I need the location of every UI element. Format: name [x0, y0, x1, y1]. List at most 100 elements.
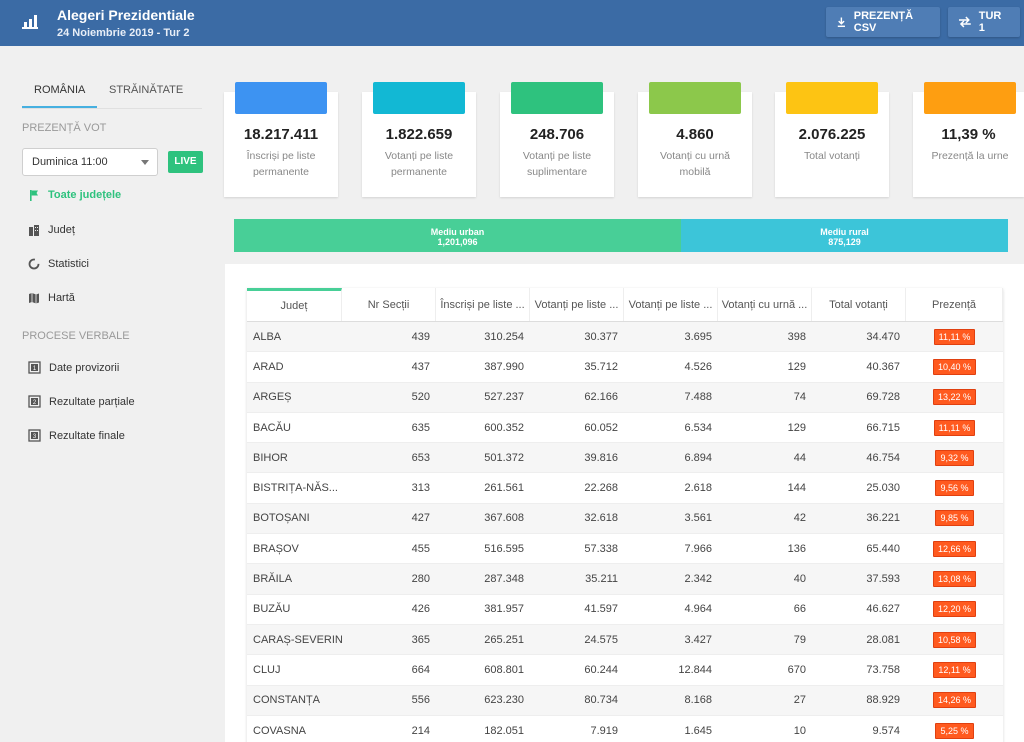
cell-total-voters: 46.754 [866, 451, 900, 464]
cell-county-name: BISTRIȚA-NĂS... [253, 482, 338, 495]
stat-value: 1.822.659 [385, 126, 453, 143]
turnout-badge: 13,22 % [932, 389, 977, 406]
cell-mobile-voters: 10 [793, 724, 806, 737]
column-header-prezenta[interactable]: Prezență [906, 288, 1003, 321]
stat-label: Total votanți [803, 150, 861, 162]
table-row[interactable]: BISTRIȚA-NĂS... 313 261.561 22.268 2.618 144 2… [247, 473, 1003, 504]
download-csv-label: PREZENȚĂ CSV [853, 10, 914, 34]
cell-sections-count: 653 [411, 451, 430, 464]
column-header-nr-sectii[interactable]: Nr Secții [342, 288, 436, 321]
urban-label: Mediu urban [430, 227, 485, 237]
table-row[interactable]: COVASNA 214 182.051 7.919 1.645 10 9.574 5,25 % [247, 716, 1003, 742]
cell-turnout: 13,08 % [906, 564, 1003, 593]
cell-sections-count: 556 [411, 694, 430, 707]
cell-county-name: BIHOR [253, 451, 288, 464]
sidebar-item-judet[interactable]: Județ [28, 224, 75, 236]
counties-table: Județ Nr Secții Înscriși pe liste ... Vo… [247, 288, 1003, 742]
cell-sections-count: 439 [411, 330, 430, 343]
table-row[interactable]: BRĂILA 280 287.348 35.211 2.342 40 37.593 13,08… [247, 564, 1003, 595]
cell-turnout: 10,40 % [906, 352, 1003, 381]
table-body: ALBA 439 310.254 30.377 3.695 398 34.470 11,11 … [247, 322, 1003, 742]
cell-total-voters: 66.715 [866, 421, 900, 434]
turnout-badge: 9,32 % [935, 449, 974, 466]
section-title-procese: PROCESE VERBALE [22, 330, 130, 342]
table-row[interactable]: BUZĂU 426 381.957 41.597 4.964 66 46.627 12,20 … [247, 595, 1003, 625]
cell-permanent-voters: 57.338 [584, 542, 618, 555]
cell-sections-count: 520 [411, 391, 430, 404]
table-row[interactable]: CONSTANȚA 556 623.230 80.734 8.168 27 88.929 14… [247, 685, 1003, 716]
stat-label: Votanți pe liste permanente [384, 150, 454, 178]
cell-permanent-voters: 41.597 [584, 603, 618, 616]
table-header: Județ Nr Secții Înscriși pe liste ... Vo… [247, 288, 1003, 322]
cell-sections-count: 437 [411, 360, 430, 373]
switch-round-label: TUR 1 [978, 10, 1002, 34]
turnout-badge: 12,20 % [932, 601, 977, 618]
cell-county-name: BACĂU [253, 421, 291, 434]
cell-county-name: ALBA [253, 330, 282, 343]
table-row[interactable]: BIHOR 653 501.372 39.816 6.894 44 46.754 9,32 % [247, 443, 1003, 474]
column-header-total-votanti[interactable]: Total votanți [812, 288, 906, 321]
cell-county-name: CARAȘ-SEVERIN [253, 633, 342, 646]
sidebar-item-harta[interactable]: Hartă [28, 292, 75, 304]
tab-romania[interactable]: ROMÂNIA [34, 84, 86, 96]
stat-label: Prezență la urne [931, 150, 1009, 162]
cell-registered-count: 182.051 [484, 724, 524, 737]
donut-chart-icon [28, 258, 40, 270]
stat-label: Votanți cu urnă mobilă [659, 150, 731, 178]
table-row[interactable]: ALBA 439 310.254 30.377 3.695 398 34.470 11,11 … [247, 322, 1003, 353]
cell-supplementary-voters: 2.342 [684, 573, 712, 586]
time-select[interactable]: Duminica 11:00 [22, 148, 158, 176]
download-csv-button[interactable]: PREZENȚĂ CSV [826, 7, 940, 37]
stat-label: Votanți pe liste suplimentare [522, 150, 592, 178]
column-header-inscrisi[interactable]: Înscriși pe liste ... [436, 288, 530, 321]
cell-mobile-voters: 66 [793, 603, 806, 616]
cell-county-name: BRĂILA [253, 573, 293, 586]
table-row[interactable]: CARAȘ-SEVERIN 365 265.251 24.575 3.427 79 28.0… [247, 624, 1003, 656]
cell-mobile-voters: 40 [793, 573, 806, 586]
cell-registered-count: 527.237 [484, 391, 524, 404]
cell-permanent-voters: 60.052 [584, 421, 618, 434]
sidebar-item-label: Rezultate finale [49, 429, 125, 442]
column-header-votanti-permanente[interactable]: Votanți pe liste ... [530, 288, 624, 321]
table-row[interactable]: ARAD 437 387.990 35.712 4.526 129 40.367 10,40 … [247, 352, 1003, 383]
column-header-urna-mobila[interactable]: Votanți cu urnă ... [718, 288, 812, 321]
column-header-votanti-suplimentare[interactable]: Votanți pe liste ... [624, 288, 718, 321]
sidebar-item-rezultate-finale[interactable]: 3 Rezultate finale [28, 429, 125, 442]
cell-total-voters: 40.367 [866, 360, 900, 373]
cell-supplementary-voters: 4.964 [684, 603, 712, 616]
sidebar-item-date-provizorii[interactable]: 1 Date provizorii [28, 361, 119, 374]
cell-sections-count: 214 [411, 724, 430, 737]
column-header-judet[interactable]: Județ [247, 288, 342, 321]
cell-sections-count: 365 [411, 633, 430, 646]
turnout-badge: 9,56 % [935, 480, 974, 497]
cell-total-voters: 46.627 [866, 603, 900, 616]
cell-permanent-voters: 7.919 [590, 724, 618, 737]
sidebar-item-toate-judetele[interactable]: Toate județele [28, 189, 121, 201]
stat-value: 4.860 [676, 126, 714, 143]
cell-total-voters: 65.440 [866, 542, 900, 555]
turnout-badge: 12,11 % [933, 661, 976, 678]
rural-label: Mediu rural [820, 227, 869, 237]
table-row[interactable]: ARGEȘ 520 527.237 62.166 7.488 74 69.728 13,22 … [247, 382, 1003, 413]
sidebar-item-statistici[interactable]: Statistici [28, 258, 89, 270]
cell-sections-count: 280 [411, 573, 430, 586]
live-button[interactable]: LIVE [168, 151, 203, 173]
table-row[interactable]: BRAȘOV 455 516.595 57.338 7.966 136 65.440 12,6… [247, 534, 1003, 565]
cell-registered-count: 501.372 [484, 451, 524, 464]
table-row[interactable]: BOTOȘANI 427 367.608 32.618 3.561 42 36.221 9,8… [247, 503, 1003, 535]
sidebar-item-rezultate-partiale[interactable]: 2 Rezultate parțiale [28, 395, 135, 408]
cell-total-voters: 28.081 [866, 633, 900, 646]
cell-sections-count: 313 [411, 482, 430, 495]
switch-round-button[interactable]: TUR 1 [948, 7, 1020, 37]
active-tab-indicator [22, 106, 97, 108]
app-subtitle: 24 Noiembrie 2019 - Tur 2 [57, 27, 190, 39]
table-row[interactable]: BACĂU 635 600.352 60.052 6.534 129 66.715 11,11… [247, 413, 1003, 444]
stat-value: 18.217.411 [243, 126, 319, 143]
table-row[interactable]: CLUJ 664 608.801 60.244 12.844 670 73.758 12,11… [247, 655, 1003, 686]
turnout-badge: 10,40 % [932, 358, 977, 375]
tab-strainatate[interactable]: STRĂINĂTATE [109, 84, 184, 96]
document-1-icon: 1 [28, 361, 41, 374]
cell-supplementary-voters: 3.561 [684, 512, 712, 525]
cell-permanent-voters: 32.618 [584, 512, 618, 525]
section-title-prezenta: PREZENȚĂ VOT [22, 122, 107, 134]
